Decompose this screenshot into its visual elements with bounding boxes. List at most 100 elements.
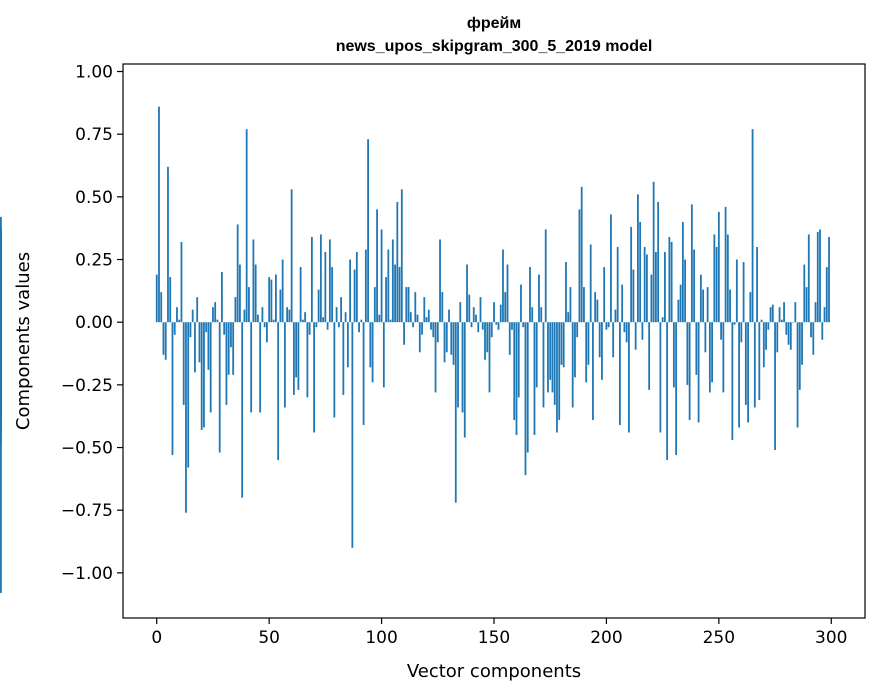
- bar-221: [652, 181, 655, 323]
- bar-200: [605, 322, 608, 330]
- bar-4: [164, 322, 167, 360]
- bar-21: [203, 322, 205, 428]
- bar-159: [513, 322, 516, 420]
- bar-84: [344, 312, 347, 323]
- bar-256: [731, 322, 734, 441]
- bar-278: [780, 319, 783, 323]
- bar-138: [466, 264, 468, 323]
- bar-297: [823, 307, 826, 323]
- bar-33: [230, 322, 232, 348]
- bar-168: [533, 322, 536, 436]
- bar-146: [484, 322, 486, 360]
- bar-195: [594, 292, 597, 323]
- x-tick-label: 50: [258, 628, 280, 648]
- bar-282: [789, 322, 792, 350]
- bar-173: [544, 229, 547, 323]
- bar-17: [194, 322, 196, 373]
- bar-3: [162, 322, 165, 355]
- bar-167: [531, 307, 534, 323]
- bar-39: [243, 309, 246, 323]
- bar-181: [562, 322, 565, 368]
- bar-68: [308, 322, 311, 335]
- bar-268: [758, 322, 761, 400]
- bar-264: [749, 292, 752, 323]
- bar-259: [738, 322, 740, 428]
- bar-205: [616, 247, 619, 323]
- bar-241: [697, 322, 700, 423]
- y-tick-label: −0.50: [61, 439, 113, 459]
- bar-161: [517, 322, 520, 398]
- bar-117: [418, 322, 421, 353]
- plot-frame: [122, 63, 866, 619]
- bar-251: [720, 322, 722, 340]
- bar-59: [288, 309, 291, 323]
- bar-12: [182, 322, 185, 405]
- bar-45: [257, 314, 259, 323]
- bar-121: [427, 309, 430, 323]
- bar-180: [560, 322, 563, 365]
- bar-182: [565, 262, 567, 323]
- bar-192: [587, 322, 590, 365]
- bar-257: [733, 322, 736, 325]
- bar-171: [540, 307, 543, 323]
- bar-295: [819, 229, 821, 323]
- bar-137: [463, 322, 466, 438]
- bar-128: [443, 322, 446, 363]
- bar-175: [549, 322, 552, 380]
- bar-18: [196, 297, 199, 323]
- bar-125: [436, 322, 439, 343]
- bar-299: [828, 236, 830, 323]
- bar-115: [414, 292, 417, 323]
- bar-11: [180, 241, 183, 323]
- bar-100: [380, 229, 383, 323]
- bar-156: [506, 264, 509, 323]
- bar-219: [648, 322, 651, 390]
- bar-96: [371, 322, 374, 383]
- bar-130: [448, 309, 450, 323]
- bar-9: [176, 307, 178, 323]
- bar-199: [603, 267, 606, 323]
- bar-141: [472, 307, 475, 323]
- bar-62: [295, 322, 298, 378]
- bar-undefined: [0, 322, 2, 446]
- bar-287: [801, 322, 803, 365]
- bar-32: [227, 322, 230, 375]
- bar-230: [672, 322, 675, 388]
- bar-267: [756, 247, 758, 323]
- bar-118: [421, 322, 423, 335]
- bar-57: [283, 322, 286, 408]
- bar-99: [378, 314, 381, 323]
- bar-154: [502, 249, 504, 323]
- y-tick-label: 0.25: [75, 251, 113, 271]
- bar-186: [574, 322, 576, 378]
- bar-183: [567, 312, 570, 323]
- bar-160: [515, 322, 518, 436]
- bar-91: [360, 319, 363, 323]
- bar-132: [452, 322, 455, 365]
- bar-293: [814, 302, 817, 323]
- bar-220: [650, 274, 653, 323]
- bar-153: [499, 304, 502, 323]
- bar-25: [212, 307, 214, 323]
- bar-254: [726, 234, 729, 323]
- bar-201: [607, 322, 610, 328]
- bar-226: [663, 252, 666, 323]
- bar-232: [677, 299, 680, 323]
- bar-74: [322, 317, 325, 323]
- bar-5: [167, 166, 169, 323]
- bar-54: [277, 322, 280, 461]
- bar-164: [524, 322, 527, 476]
- bar-215: [639, 221, 642, 323]
- bar-8: [173, 322, 176, 335]
- bar-273: [769, 307, 772, 323]
- bar-95: [369, 322, 372, 368]
- bar-189: [580, 186, 583, 323]
- bar-290: [807, 234, 810, 323]
- bar-31: [225, 322, 228, 405]
- bar-276: [776, 322, 779, 353]
- bar-280: [785, 322, 788, 335]
- bar-93: [364, 249, 367, 323]
- bar-10: [178, 319, 181, 323]
- bar-247: [711, 322, 713, 383]
- bar-250: [717, 211, 720, 323]
